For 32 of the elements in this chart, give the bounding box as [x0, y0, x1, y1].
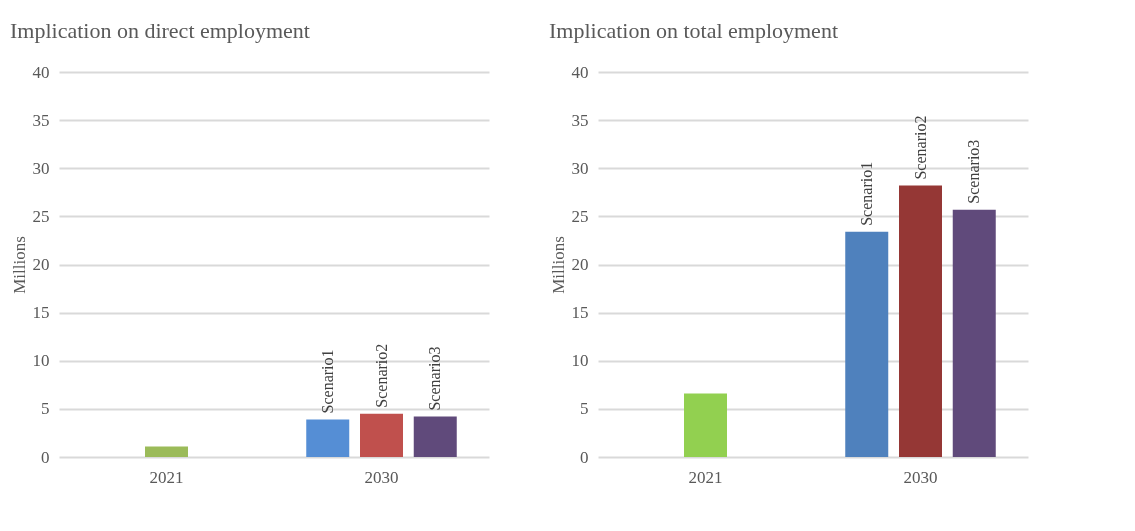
- y-tick-label: 25: [571, 206, 589, 226]
- y-tick-label: 5: [41, 399, 50, 419]
- y-tick-label: 40: [571, 62, 589, 82]
- y-tick-label: 20: [571, 255, 589, 274]
- x-tick-label: 2021: [688, 467, 723, 487]
- x-tick-label: 2030: [364, 467, 399, 487]
- text: Scenario2: [372, 343, 390, 408]
- y-tick-label: 30: [571, 158, 589, 178]
- y-tick-label: 15: [32, 303, 50, 323]
- y-tick-label: 35: [571, 110, 589, 130]
- text: Scenario1: [857, 161, 875, 226]
- y-tick-label: 30: [32, 158, 50, 178]
- y-tick-label: 10: [571, 351, 589, 371]
- x-tick-label: 2021: [149, 467, 184, 487]
- chart-title: Implication on direct employment: [10, 18, 310, 43]
- y-tick-label: 35: [32, 110, 50, 130]
- y-axis-title: Millions: [548, 236, 568, 294]
- x-tick-label: 2030: [903, 467, 938, 487]
- y-tick-label: 0: [580, 447, 589, 467]
- y-tick-label: 40: [32, 62, 50, 82]
- text: Scenario3: [426, 346, 444, 411]
- y-tick-label: 25: [32, 206, 50, 226]
- y-tick-label: 10: [32, 351, 50, 371]
- text: Scenario1: [318, 349, 336, 414]
- text: Scenario3: [965, 139, 983, 204]
- y-tick-label: 20: [32, 255, 50, 274]
- y-tick-label: 0: [41, 447, 50, 467]
- text: Scenario2: [911, 115, 929, 180]
- y-tick-label: 5: [580, 399, 589, 419]
- chart-title: Implication on total employment: [549, 18, 838, 43]
- y-axis-title: Millions: [9, 236, 29, 294]
- y-tick-label: 15: [571, 303, 589, 323]
